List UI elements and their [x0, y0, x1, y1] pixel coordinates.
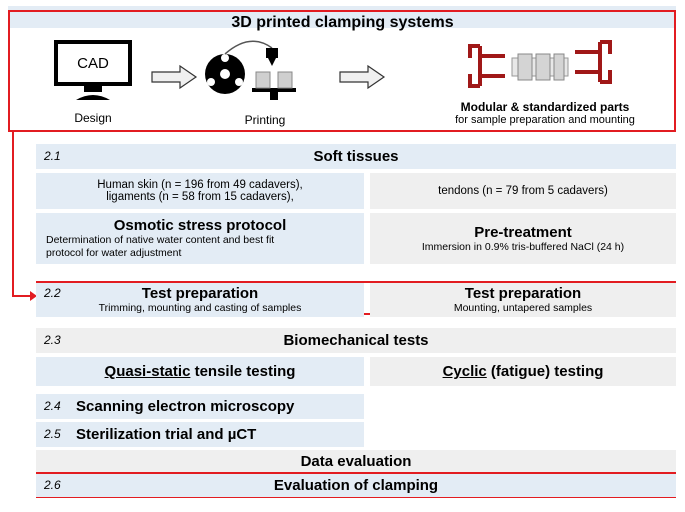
- section-num-2-4: 2.4: [44, 399, 61, 413]
- modular-sub: for sample preparation and mounting: [420, 114, 670, 126]
- ster-title: Sterilization trial and µCT: [36, 422, 364, 447]
- biomech-heading: Biomechanical tests: [36, 328, 676, 353]
- right-samples: tendons (n = 79 from 5 cadavers): [370, 173, 676, 209]
- testprep-left-title: Test preparation: [40, 285, 360, 302]
- data-eval-heading: Data evaluation: [36, 450, 676, 473]
- testprep-right-title: Test preparation: [374, 285, 672, 302]
- arrow-icon: [338, 64, 386, 90]
- testprep-right: Test preparation Mounting, untapered sam…: [370, 283, 676, 317]
- stage-design: CAD Design: [38, 40, 148, 125]
- stage-printing: Printing: [200, 36, 330, 127]
- design-label: Design: [38, 111, 148, 125]
- printing-label: Printing: [200, 113, 330, 127]
- pretreat-title: Pre-treatment: [378, 224, 668, 241]
- connector-horizontal: [12, 295, 32, 297]
- osmotic-title: Osmotic stress protocol: [46, 217, 354, 234]
- section-num-2-1: 2.1: [44, 149, 61, 163]
- cad-text: CAD: [77, 55, 109, 72]
- section-num-2-5: 2.5: [44, 427, 61, 441]
- osmotic-sub: Determination of native water content an…: [46, 234, 354, 260]
- testprep-left-sub: Trimming, mounting and casting of sample…: [40, 302, 360, 315]
- clamp-parts-icon: [450, 36, 640, 98]
- left-samples: Human skin (n = 196 from 49 cadavers), l…: [36, 173, 364, 209]
- cyclic-rest: (fatigue) testing: [487, 363, 604, 380]
- quasi-underline: Quasi-static: [105, 363, 191, 380]
- monitor-icon: CAD: [48, 40, 138, 102]
- section-num-2-6: 2.6: [44, 478, 61, 492]
- arrow-icon: [150, 64, 198, 90]
- section-num-2-2: 2.2: [44, 286, 61, 300]
- section-num-2-3: 2.3: [44, 333, 61, 347]
- eval-clamp-title: Evaluation of clamping: [36, 474, 676, 497]
- osmotic-cell: Osmotic stress protocol Determination of…: [36, 213, 364, 264]
- quasi-rest: tensile testing: [190, 363, 295, 380]
- cyclic-underline: Cyclic: [443, 363, 487, 380]
- modular-caption: Modular & standardized parts for sample …: [420, 100, 670, 126]
- pretreat-sub: Immersion in 0.9% tris-buffered NaCl (24…: [378, 241, 668, 254]
- printing-icon: [200, 36, 330, 104]
- cyclic-cell: Cyclic (fatigue) testing: [370, 357, 676, 386]
- testprep-right-sub: Mounting, untapered samples: [374, 302, 672, 315]
- soft-tissues-heading: Soft tissues: [36, 144, 676, 169]
- pretreat-cell: Pre-treatment Immersion in 0.9% tris-buf…: [370, 213, 676, 264]
- sem-title: Scanning electron microscopy: [36, 394, 364, 419]
- connector-vertical: [12, 132, 14, 295]
- stage-modular: [450, 36, 640, 103]
- testprep-left: Test preparation Trimming, mounting and …: [36, 283, 364, 317]
- modular-bold: Modular & standardized parts: [420, 100, 670, 114]
- quasi-static-cell: Quasi-static tensile testing: [36, 357, 364, 386]
